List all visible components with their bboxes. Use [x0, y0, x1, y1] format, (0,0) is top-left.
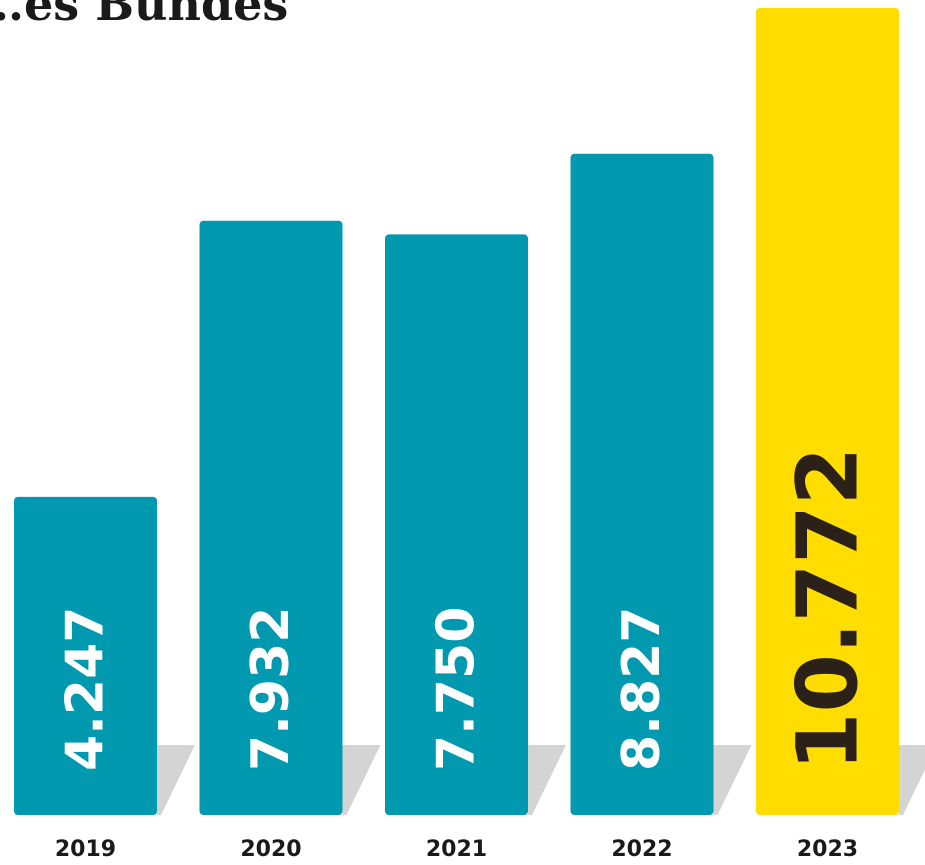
- bar-shadow: [342, 745, 381, 815]
- bar-value-label: 7.932: [241, 607, 301, 771]
- bar-2023: [756, 8, 899, 815]
- x-tick-label: 2019: [55, 837, 116, 862]
- bar-2022: [570, 153, 714, 815]
- bar-2019: [14, 496, 157, 815]
- bar-value-label: 7.750: [427, 607, 487, 771]
- bars-group: 4.247 7.932 7.750 8.827 10.772: [14, 8, 925, 816]
- bar-2021: [385, 234, 528, 815]
- bar-shadow: [713, 745, 752, 815]
- bar-value-label: 4.247: [56, 607, 116, 771]
- x-tick-label: 2022: [611, 837, 672, 862]
- x-tick-label: 2023: [797, 837, 858, 862]
- x-tick-labels: 2019 2020 2021 2022 2023: [55, 837, 858, 862]
- bar-shadow: [157, 745, 195, 815]
- bar-value-label: 10.772: [779, 447, 877, 771]
- bar-shadow: [899, 745, 925, 815]
- bar-shadow: [528, 745, 566, 815]
- x-tick-label: 2020: [240, 837, 301, 862]
- bar-2020: [199, 220, 343, 816]
- x-tick-label: 2021: [426, 837, 487, 862]
- chart-title: …es Bundes: [0, 0, 288, 31]
- bar-value-label: 8.827: [612, 607, 672, 771]
